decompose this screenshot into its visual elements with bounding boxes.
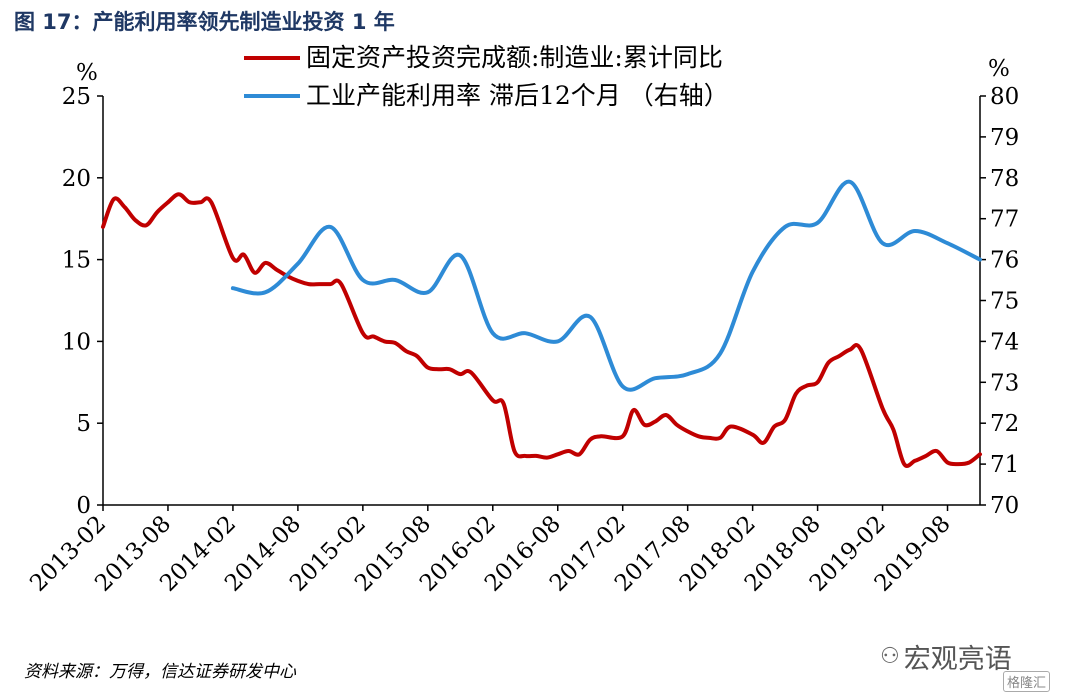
right-axis-tick-label: 75	[990, 289, 1019, 315]
left-axis-unit: %	[76, 60, 98, 86]
left-axis-tick-label: 25	[62, 84, 91, 110]
right-axis-tick-label: 73	[990, 370, 1019, 396]
right-axis-tick-label: 78	[990, 166, 1019, 192]
watermark-badge: 格隆汇	[1003, 671, 1051, 692]
left-axis-tick-label: 15	[62, 248, 91, 274]
series-line-manufacturing-investment	[101, 192, 982, 468]
legend-label-capacity-utilization: 工业产能利用率 滞后12个月 （右轴）	[306, 81, 729, 110]
source-note: 资料来源：万得，信达证券研发中心	[24, 662, 296, 682]
figure-title: 图 17：产能利用率领先制造业投资 1 年	[14, 10, 395, 34]
series-line-capacity-utilization	[230, 179, 982, 392]
legend-label-manufacturing-investment: 固定资产投资完成额:制造业:累计同比	[306, 43, 723, 72]
watermark-text: 宏观亮语	[903, 644, 1012, 675]
wechat-icon: ⚇	[880, 644, 900, 669]
left-axis-tick-label: 10	[62, 329, 91, 355]
right-axis-tick-label: 77	[990, 207, 1019, 233]
right-axis-tick-label: 74	[990, 329, 1019, 355]
legend: 固定资产投资完成额:制造业:累计同比 工业产能利用率 滞后12个月 （右轴）	[244, 43, 729, 110]
left-axis-tick-label: 5	[76, 411, 91, 437]
right-axis-unit: %	[988, 56, 1010, 82]
watermark: ⚇ 宏观亮语	[880, 637, 1012, 676]
right-axis-tick-label: 71	[990, 452, 1019, 478]
right-axis-tick-label: 76	[990, 248, 1019, 274]
axes: 051015202570717273747576777879802013-022…	[25, 84, 1019, 597]
right-axis-tick-label: 80	[990, 84, 1019, 110]
right-axis-tick-label: 79	[990, 125, 1019, 151]
right-axis-tick-label: 72	[990, 411, 1019, 437]
right-axis-tick-label: 70	[990, 493, 1019, 519]
left-axis-tick-label: 20	[62, 166, 91, 192]
left-axis-tick-label: 0	[76, 493, 91, 519]
series-layer	[101, 179, 982, 468]
